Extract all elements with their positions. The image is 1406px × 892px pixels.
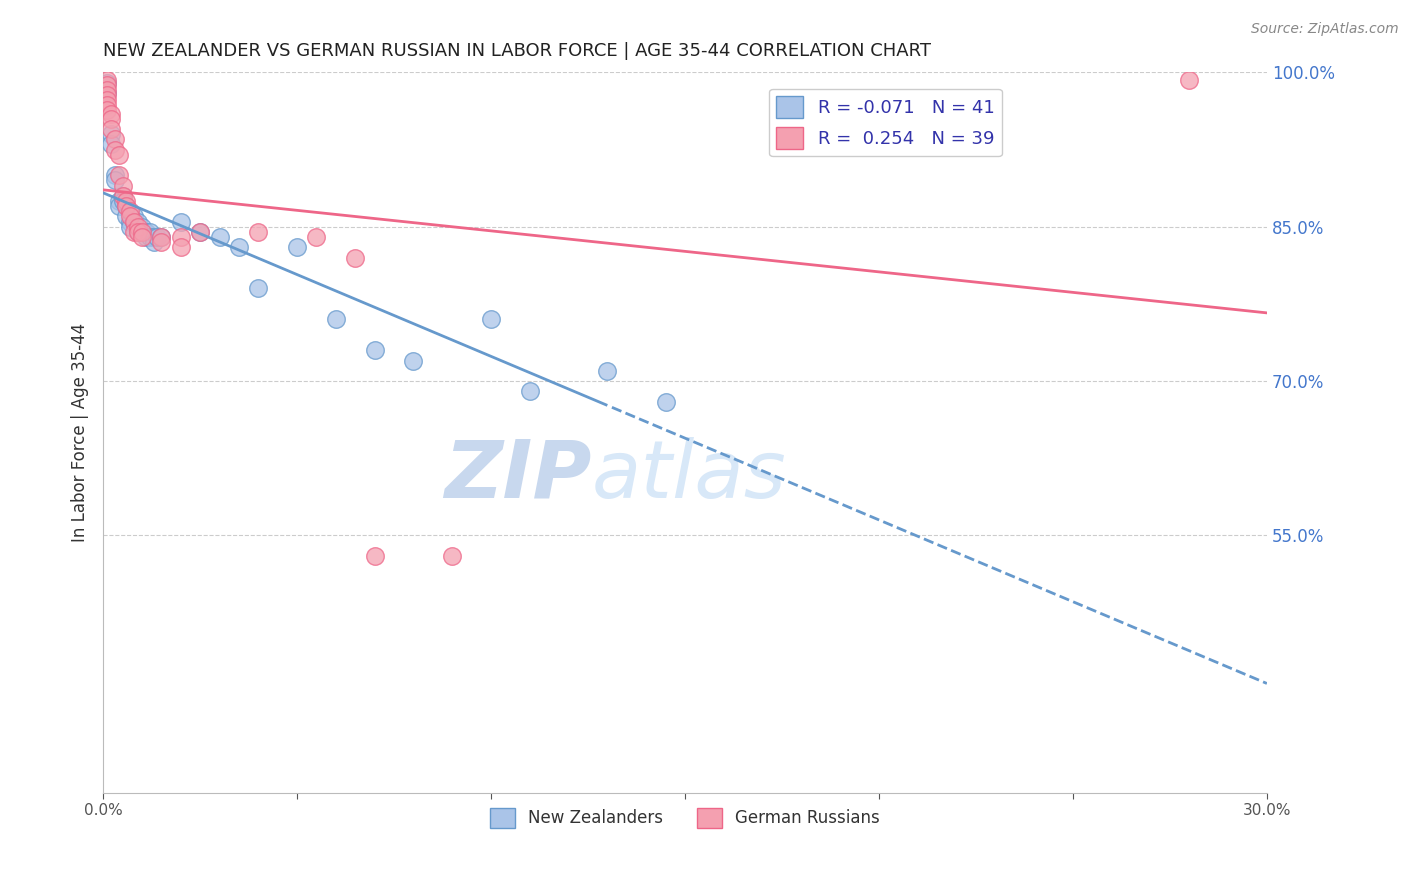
Text: ZIP: ZIP	[444, 437, 592, 515]
Point	[596, 364, 619, 378]
Point	[96, 76, 118, 90]
Point	[104, 173, 127, 187]
Text: atlas: atlas	[592, 437, 787, 515]
Point	[96, 86, 118, 100]
Point	[247, 225, 270, 239]
Point	[208, 230, 231, 244]
Point	[96, 83, 118, 97]
Point	[100, 127, 122, 141]
Point	[188, 225, 211, 239]
Point	[127, 214, 149, 228]
Point	[107, 169, 129, 183]
Point	[150, 230, 173, 244]
Point	[170, 214, 193, 228]
Point	[115, 194, 138, 208]
Point	[127, 225, 149, 239]
Point	[170, 240, 193, 254]
Point	[122, 210, 145, 224]
Legend: New Zealanders, German Russians: New Zealanders, German Russians	[484, 801, 887, 835]
Text: Source: ZipAtlas.com: Source: ZipAtlas.com	[1251, 22, 1399, 37]
Point	[654, 394, 676, 409]
Point	[120, 219, 142, 234]
Point	[150, 235, 173, 250]
Point	[100, 106, 122, 120]
Point	[228, 240, 250, 254]
Point	[115, 199, 138, 213]
Point	[135, 230, 157, 244]
Point	[96, 88, 118, 103]
Point	[104, 169, 127, 183]
Point	[115, 210, 138, 224]
Point	[131, 219, 153, 234]
Point	[115, 199, 138, 213]
Point	[247, 281, 270, 295]
Point	[111, 189, 134, 203]
Point	[131, 225, 153, 239]
Point	[479, 312, 502, 326]
Point	[120, 204, 142, 219]
Point	[96, 103, 118, 118]
Text: NEW ZEALANDER VS GERMAN RUSSIAN IN LABOR FORCE | AGE 35-44 CORRELATION CHART: NEW ZEALANDER VS GERMAN RUSSIAN IN LABOR…	[103, 42, 931, 60]
Point	[305, 230, 328, 244]
Point	[107, 199, 129, 213]
Point	[142, 235, 165, 250]
Point	[104, 132, 127, 146]
Point	[111, 189, 134, 203]
Point	[127, 219, 149, 234]
Point	[402, 353, 425, 368]
Point	[122, 225, 145, 239]
Point	[142, 230, 165, 244]
Point	[1178, 72, 1201, 87]
Point	[131, 230, 153, 244]
Point	[188, 225, 211, 239]
Point	[120, 214, 142, 228]
Point	[325, 312, 347, 326]
Point	[127, 225, 149, 239]
Point	[441, 549, 464, 563]
Point	[363, 549, 385, 563]
Point	[107, 147, 129, 161]
Point	[100, 137, 122, 152]
Point	[131, 225, 153, 239]
Point	[285, 240, 308, 254]
Point	[100, 122, 122, 136]
Point	[138, 230, 160, 244]
Point	[138, 225, 160, 239]
Point	[120, 210, 142, 224]
Point	[344, 251, 367, 265]
Point	[170, 230, 193, 244]
Point	[122, 214, 145, 228]
Point	[363, 343, 385, 358]
Y-axis label: In Labor Force | Age 35-44: In Labor Force | Age 35-44	[72, 323, 89, 542]
Point	[111, 194, 134, 208]
Point	[111, 178, 134, 193]
Point	[96, 98, 118, 112]
Point	[146, 230, 169, 244]
Point	[96, 72, 118, 87]
Point	[96, 78, 118, 92]
Point	[150, 230, 173, 244]
Point	[96, 93, 118, 107]
Point	[135, 225, 157, 239]
Point	[122, 214, 145, 228]
Point	[107, 194, 129, 208]
Point	[100, 112, 122, 126]
Point	[519, 384, 541, 399]
Point	[104, 143, 127, 157]
